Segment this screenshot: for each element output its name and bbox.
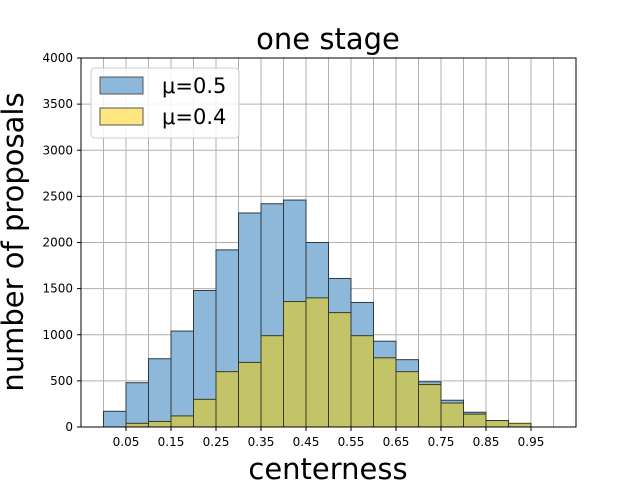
y-tick-label: 0 (65, 420, 73, 434)
bar-series-2-overlap (148, 421, 171, 427)
x-tick-label: 0.75 (428, 435, 455, 449)
bar-series-1 (103, 410, 127, 428)
y-tick-label: 3500 (42, 97, 73, 111)
y-tick-label: 1000 (42, 328, 73, 342)
bar-series-2-overlap (126, 423, 149, 427)
bar-series-2-overlap (351, 335, 374, 427)
x-tick-label: 0.25 (203, 435, 230, 449)
bar-series-2-overlap (396, 371, 419, 427)
x-tick-label: 0.95 (518, 435, 545, 449)
bars (103, 199, 532, 428)
x-tick-label: 0.85 (473, 435, 500, 449)
bar-series-2-overlap (193, 399, 216, 427)
chart-title: one stage (256, 22, 400, 56)
bar-series-2-overlap (441, 403, 464, 427)
bar-series-2-overlap (283, 301, 306, 427)
legend-label: μ=0.4 (162, 105, 226, 129)
x-tick-label: 0.15 (158, 435, 185, 449)
x-tick-label: 0.65 (383, 435, 410, 449)
legend: μ=0.5 μ=0.4 (90, 67, 240, 139)
bar-series-2-overlap (261, 335, 284, 427)
bar-series-1 (170, 330, 194, 428)
bar-series-2-overlap (418, 384, 441, 427)
x-tick-label: 0.45 (293, 435, 320, 449)
bar-series-1 (148, 358, 172, 428)
axis-ticks: 0.05 0.15 0.25 0.35 0.45 0.55 0.65 0.75 0.85 0.95… (42, 51, 544, 449)
y-tick-label: 4000 (42, 51, 73, 65)
legend-swatch (99, 107, 144, 126)
bar-series-1 (125, 382, 149, 428)
y-tick-label: 500 (50, 374, 73, 388)
x-axis-title: centerness (248, 452, 407, 480)
x-tick-label: 0.35 (248, 435, 275, 449)
y-tick-label: 1500 (42, 282, 73, 296)
bar-series-2-overlap (306, 297, 329, 427)
bar-series-2-overlap (238, 362, 261, 427)
x-tick-label: 0.55 (338, 435, 365, 449)
bar-series-2-overlap (486, 420, 509, 427)
bar-series-2-overlap (216, 371, 239, 427)
bar-series-2-overlap (463, 414, 486, 427)
legend-label: μ=0.5 (162, 74, 226, 98)
bar-series-2-overlap (508, 424, 531, 427)
bar-series-2-overlap (373, 357, 396, 427)
x-tick-label: 0.05 (113, 435, 140, 449)
legend-swatch (99, 76, 144, 95)
bar-series-2-overlap (328, 312, 351, 427)
bar-series-2-overlap (171, 415, 194, 427)
y-tick-label: 2000 (42, 236, 73, 250)
y-tick-label: 2500 (42, 189, 73, 203)
y-tick-label: 3000 (42, 143, 73, 157)
y-axis-title: number of proposals (0, 92, 30, 391)
